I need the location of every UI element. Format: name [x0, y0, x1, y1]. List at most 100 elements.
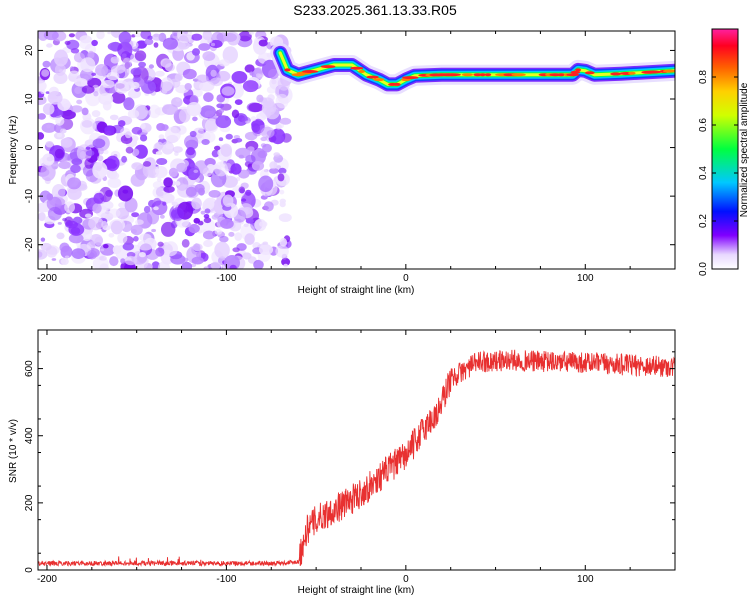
noise-blob [203, 214, 210, 219]
noise-blob [56, 232, 65, 240]
noise-blob [163, 193, 175, 203]
noise-blob [245, 120, 251, 124]
noise-blob [130, 67, 142, 76]
noise-blob [214, 145, 221, 151]
noise-blob [105, 155, 120, 172]
noise-blob [203, 239, 213, 248]
noise-blob [220, 218, 234, 229]
noise-blob [181, 239, 190, 248]
noise-blob [157, 241, 164, 247]
y-tick-label: 20 [24, 44, 35, 56]
noise-blob [92, 203, 102, 214]
noise-blob [81, 107, 89, 116]
noise-blob [221, 86, 235, 96]
noise-blob [92, 161, 108, 179]
noise-blob [186, 52, 195, 61]
colorbar-ticks: 0.0 0.2 0.4 0.6 0.8 [698, 70, 738, 276]
noise-blob [117, 185, 134, 202]
noise-blob [46, 196, 62, 212]
noise-blob [210, 77, 223, 87]
trace-hot-spot [584, 71, 595, 75]
trace-hot-spot [645, 70, 662, 74]
trace-hot-spot [393, 82, 401, 86]
noise-blob [210, 261, 221, 269]
noise-blob [218, 108, 225, 114]
trace-hot-spot [570, 70, 581, 74]
noise-blob [61, 109, 76, 120]
noise-blob [117, 41, 133, 58]
snr-panel: -200 -100 0 100 0 200 400 600 Height of straig… [8, 329, 676, 596]
noise-blob [170, 254, 186, 265]
noise-blob [125, 146, 134, 154]
noise-blob [130, 173, 145, 187]
noise-blob [171, 207, 185, 221]
noise-blob [242, 252, 252, 260]
noise-blob [160, 77, 173, 92]
noise-blob [211, 149, 220, 158]
noise-blob [219, 235, 229, 243]
noise-blob [155, 151, 163, 156]
snr-x-label: Height of straight line (km) [298, 585, 415, 596]
noise-blob [56, 132, 63, 138]
noise-blob [203, 92, 214, 103]
colorbar-tick-label: 0.0 [698, 262, 709, 276]
noise-blob [124, 197, 138, 213]
noise-blob [255, 73, 261, 78]
noise-blob [121, 155, 127, 163]
noise-blob [117, 120, 126, 127]
noise-blob [279, 189, 285, 195]
noise-blob [106, 71, 120, 81]
noise-blob [74, 86, 82, 94]
x-tick-label: -100 [216, 273, 236, 284]
noise-blob [127, 109, 140, 119]
noise-blob [230, 163, 242, 175]
noise-blob [156, 158, 168, 165]
noise-blob [88, 216, 104, 231]
trace-hot-spot [628, 71, 636, 75]
noise-blob [53, 71, 68, 84]
noise-blob [188, 167, 201, 179]
noise-blob [185, 186, 197, 197]
noise-blob [189, 130, 197, 138]
noise-blob [38, 80, 47, 92]
noise-blob [204, 199, 215, 208]
noise-blob [241, 198, 247, 202]
noise-blob [275, 93, 289, 109]
y-tick-label: 10 [24, 93, 35, 105]
trace-hot-spot [284, 68, 291, 72]
noise-blob [60, 138, 69, 144]
noise-blob [254, 67, 263, 76]
trace-hot-spot [320, 65, 336, 69]
noise-blob [201, 139, 210, 145]
noise-blob [202, 230, 216, 240]
noise-blob [196, 74, 209, 83]
noise-blob [126, 251, 136, 258]
y-tick-label: 600 [24, 360, 35, 377]
noise-blob [157, 191, 164, 197]
spectrogram-y-label: Frequency (Hz) [8, 116, 19, 185]
noise-blob [233, 135, 240, 139]
noise-blob [279, 117, 292, 125]
noise-blob [266, 86, 277, 94]
noise-blob [199, 81, 215, 92]
noise-blob [222, 194, 234, 207]
trace-hot-spot [610, 72, 622, 76]
noise-blob [120, 258, 126, 264]
noise-blob [107, 171, 120, 180]
noise-blob [191, 33, 203, 41]
noise-blob [51, 108, 64, 118]
noise-blob [64, 255, 70, 259]
signal-trace [270, 42, 675, 95]
noise-blob [247, 146, 255, 153]
noise-blob [76, 99, 83, 105]
noise-blob [118, 31, 132, 45]
noise-blob [173, 32, 178, 37]
trace-hot-spot [556, 73, 566, 77]
noise-blob [222, 46, 238, 64]
noise-blob [107, 177, 122, 188]
noise-blob [105, 211, 110, 215]
spectrogram-x-label: Height of straight line (km) [298, 285, 415, 296]
noise-blob [281, 257, 291, 266]
noise-blob [163, 185, 175, 193]
noise-blob [258, 244, 274, 255]
